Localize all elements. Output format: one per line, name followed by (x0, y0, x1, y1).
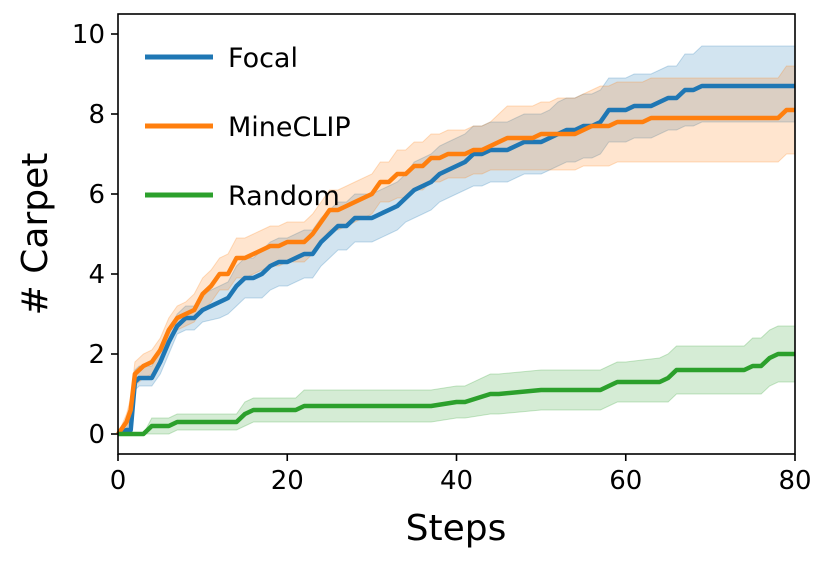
y-tick-label: 6 (88, 180, 105, 210)
legend-label-focal: Focal (228, 43, 298, 74)
x-tick-label: 80 (778, 466, 811, 496)
legend-label-random: Random (228, 181, 340, 212)
y-tick-label: 0 (88, 420, 105, 450)
x-axis-label: Steps (406, 508, 507, 549)
legend-label-mineclip: MineCLIP (228, 112, 351, 143)
x-tick-label: 20 (271, 466, 304, 496)
line-random (118, 351, 795, 437)
x-tick-label: 40 (440, 466, 473, 496)
y-tick-label: 4 (88, 260, 105, 290)
y-axis-label: # Carpet (15, 153, 56, 316)
x-axis-ticks: 0 20 40 60 80 (110, 454, 812, 496)
series-lines (116, 83, 795, 437)
y-tick-label: 10 (72, 20, 105, 50)
y-axis-ticks: 0 2 4 6 8 10 (72, 20, 118, 450)
confidence-bands (117, 45, 796, 436)
y-tick-label: 8 (88, 100, 105, 130)
x-tick-label: 0 (110, 466, 127, 496)
x-tick-label: 60 (609, 466, 642, 496)
legend: Focal MineCLIP Random (145, 43, 351, 212)
line-focal (117, 83, 795, 437)
band-random (118, 325, 796, 435)
y-tick-label: 2 (88, 340, 105, 370)
line-mineclip (116, 107, 795, 436)
